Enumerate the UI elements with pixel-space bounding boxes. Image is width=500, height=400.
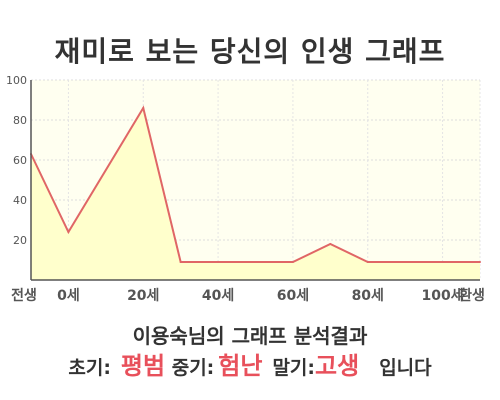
y-tick-label: 20	[13, 234, 27, 247]
y-tick-label: 40	[13, 194, 27, 207]
early-label: 초기:	[68, 357, 111, 379]
data-point	[291, 261, 294, 263]
data-point	[142, 107, 145, 109]
data-point	[179, 261, 182, 263]
x-tick-label: 전생	[11, 287, 37, 304]
x-tick-label: 20세	[127, 288, 159, 304]
data-point	[479, 261, 481, 263]
data-point	[366, 261, 369, 263]
area-fill	[31, 108, 480, 280]
x-tick-label: 100세	[422, 288, 464, 304]
data-point	[329, 243, 332, 245]
analysis-result: 초기: 평범 중기: 험난 말기:고생 입니다	[0, 346, 500, 381]
x-tick-label: 환생	[459, 287, 485, 304]
x-tick-label: 0세	[57, 288, 80, 304]
chart-title: 재미로 보는 당신의 인생 그래프	[54, 35, 446, 68]
x-tick-label: 60세	[277, 288, 309, 304]
data-point	[67, 231, 70, 233]
y-tick-label: 100	[6, 74, 27, 87]
late-value: 고생	[315, 352, 360, 380]
x-tick-label: 80세	[352, 288, 384, 304]
mid-value: 험난	[218, 352, 263, 380]
x-tick-label: 40세	[202, 288, 234, 304]
analysis-summary: 이용숙님의 그래프 분석결과	[132, 324, 368, 348]
mid-label: 중기:	[171, 357, 215, 379]
data-point	[441, 261, 444, 263]
y-tick-label: 80	[13, 114, 27, 127]
early-value: 평범	[120, 352, 166, 380]
late-label: 말기:	[272, 357, 316, 379]
result-ending: 입니다	[379, 357, 432, 379]
y-tick-label: 60	[13, 154, 27, 167]
